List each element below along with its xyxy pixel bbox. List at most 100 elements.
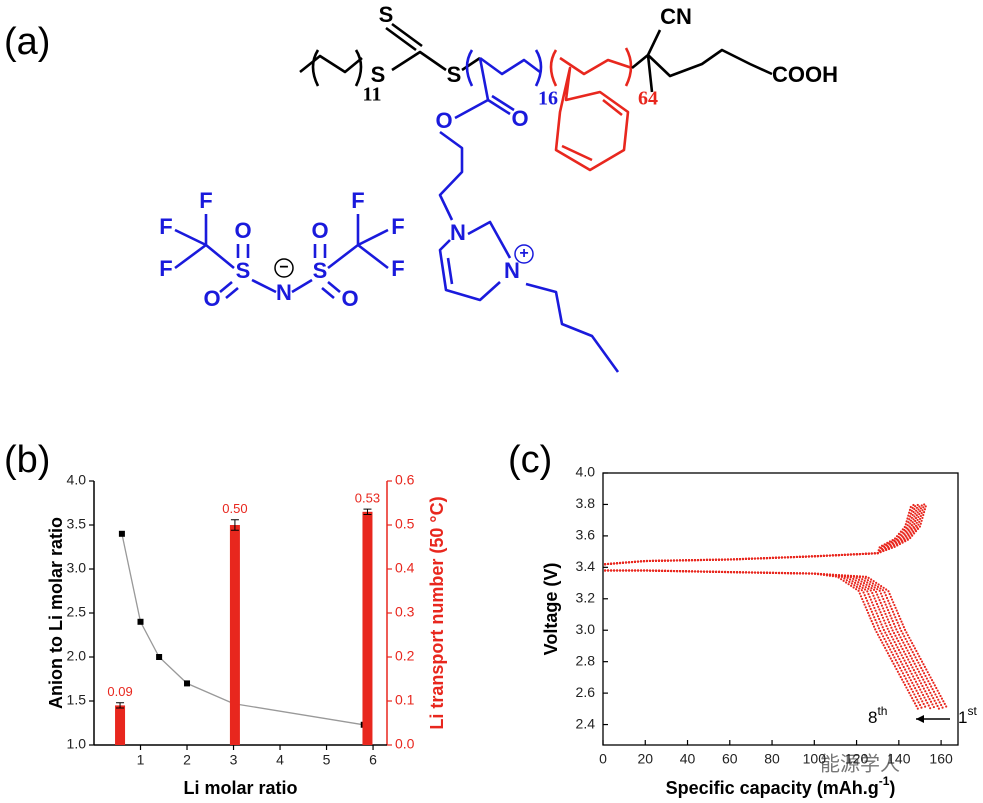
panel-label: (c) (508, 439, 552, 481)
y-tick-label: 2.4 (576, 715, 596, 731)
annotation-text: 1 (958, 708, 967, 727)
curve (604, 569, 941, 710)
y2-tick-label: 0.1 (395, 692, 415, 708)
curve (604, 569, 932, 710)
curve (604, 569, 919, 710)
y-tick-label: 3.4 (576, 558, 596, 574)
panel-label: (a) (4, 21, 50, 63)
y-tick-label: 2.8 (576, 652, 596, 668)
curve (604, 503, 915, 566)
error-bar (116, 702, 125, 709)
y-tick-label: 3.8 (576, 495, 596, 511)
curve (604, 569, 924, 710)
charge: + (519, 245, 528, 262)
y2-tick-label: 0.5 (395, 516, 415, 532)
marker (184, 680, 191, 687)
marker (118, 530, 125, 537)
y2-tick-label: 0.0 (395, 736, 415, 752)
atom: O (341, 286, 358, 311)
curve (604, 569, 945, 710)
error-bar (230, 519, 239, 531)
atom: S (447, 62, 462, 87)
structure-bonds (174, 22, 773, 373)
atom: F (199, 188, 212, 213)
atom: O (511, 106, 528, 131)
curve (604, 569, 949, 710)
curve (604, 503, 913, 566)
y2-axis-label: Li transport number (50 °C) (427, 496, 447, 729)
atom: S (371, 62, 386, 87)
atom: O (234, 218, 251, 243)
annotation-sup: th (877, 704, 887, 718)
atom: F (351, 188, 364, 213)
x-tick-label: 1 (137, 752, 145, 768)
x-axis-label: Li molar ratio (183, 778, 297, 798)
curve (604, 503, 926, 566)
error-bar (363, 508, 372, 515)
x-tick-label: 120 (845, 751, 869, 767)
x-tick-label: 40 (680, 751, 696, 767)
y-tick-label: 4.0 (576, 464, 596, 480)
atom: COOH (772, 62, 838, 87)
atom: F (159, 256, 172, 281)
y-tick-label: 3.2 (576, 589, 596, 605)
atom: CN (660, 4, 692, 29)
bar (362, 511, 373, 745)
atom: N (450, 220, 466, 245)
atom: S (236, 258, 251, 283)
x-tick-label: 3 (230, 752, 238, 768)
y-tick-label: 3.5 (67, 516, 87, 532)
x-tick-label: 4 (276, 752, 284, 768)
y2-tick-label: 0.3 (395, 604, 415, 620)
y-tick-label: 1.5 (67, 692, 87, 708)
value-label: 0.53 (355, 491, 380, 506)
x-axis-label-text: Specific capacity (mAh.g (666, 778, 879, 798)
atom: O (203, 286, 220, 311)
line (121, 533, 364, 726)
x-tick-label: 2 (183, 752, 191, 768)
plot-frame (602, 472, 959, 746)
curve (604, 503, 928, 566)
x-axis-label-end: ) (889, 778, 895, 798)
y-tick-label: 4.0 (67, 472, 87, 488)
atom: N (276, 280, 292, 305)
x-tick-label: 100 (803, 751, 827, 767)
y-tick-label: 3.0 (576, 621, 596, 637)
annotation-sup: st (967, 704, 977, 718)
x-tick-label: 140 (887, 751, 911, 767)
curve (604, 569, 936, 710)
annotation-text: 8 (868, 708, 877, 727)
x-tick-label: 60 (722, 751, 738, 767)
y-tick-label: 3.0 (67, 560, 87, 576)
repeat-count: 64 (638, 88, 658, 110)
y-tick-label: 2.0 (67, 648, 87, 664)
x-tick-label: 6 (369, 752, 377, 768)
y-axis-label: Voltage (V) (541, 563, 561, 656)
bar (229, 525, 240, 745)
marker (156, 654, 163, 660)
curve (604, 503, 917, 566)
y2-tick-label: 0.6 (395, 472, 415, 488)
atom-subscript: 11 (363, 84, 382, 106)
marker (137, 618, 144, 625)
x-tick-label: 20 (637, 751, 653, 767)
x-tick-label: 160 (929, 751, 953, 767)
bar (115, 705, 126, 745)
atom: N (504, 258, 520, 283)
x-tick-label: 80 (764, 751, 780, 767)
curve (604, 503, 919, 566)
repeat-count: 16 (538, 88, 558, 110)
x-axis-label: Specific capacity (mAh.g-1) (666, 774, 896, 798)
annotation: 8th (868, 704, 887, 727)
y-axis-label: Anion to Li molar ratio (46, 517, 66, 709)
charge: − (279, 259, 288, 276)
x-tick-label: 0 (599, 751, 607, 767)
annotation: 1st (958, 704, 977, 727)
y-tick-label: 2.6 (576, 684, 596, 700)
panel-label: (b) (4, 439, 50, 481)
curve (604, 503, 922, 566)
y-tick-label: 3.6 (576, 527, 596, 543)
curve (604, 569, 928, 710)
value-label: 0.09 (107, 684, 132, 699)
